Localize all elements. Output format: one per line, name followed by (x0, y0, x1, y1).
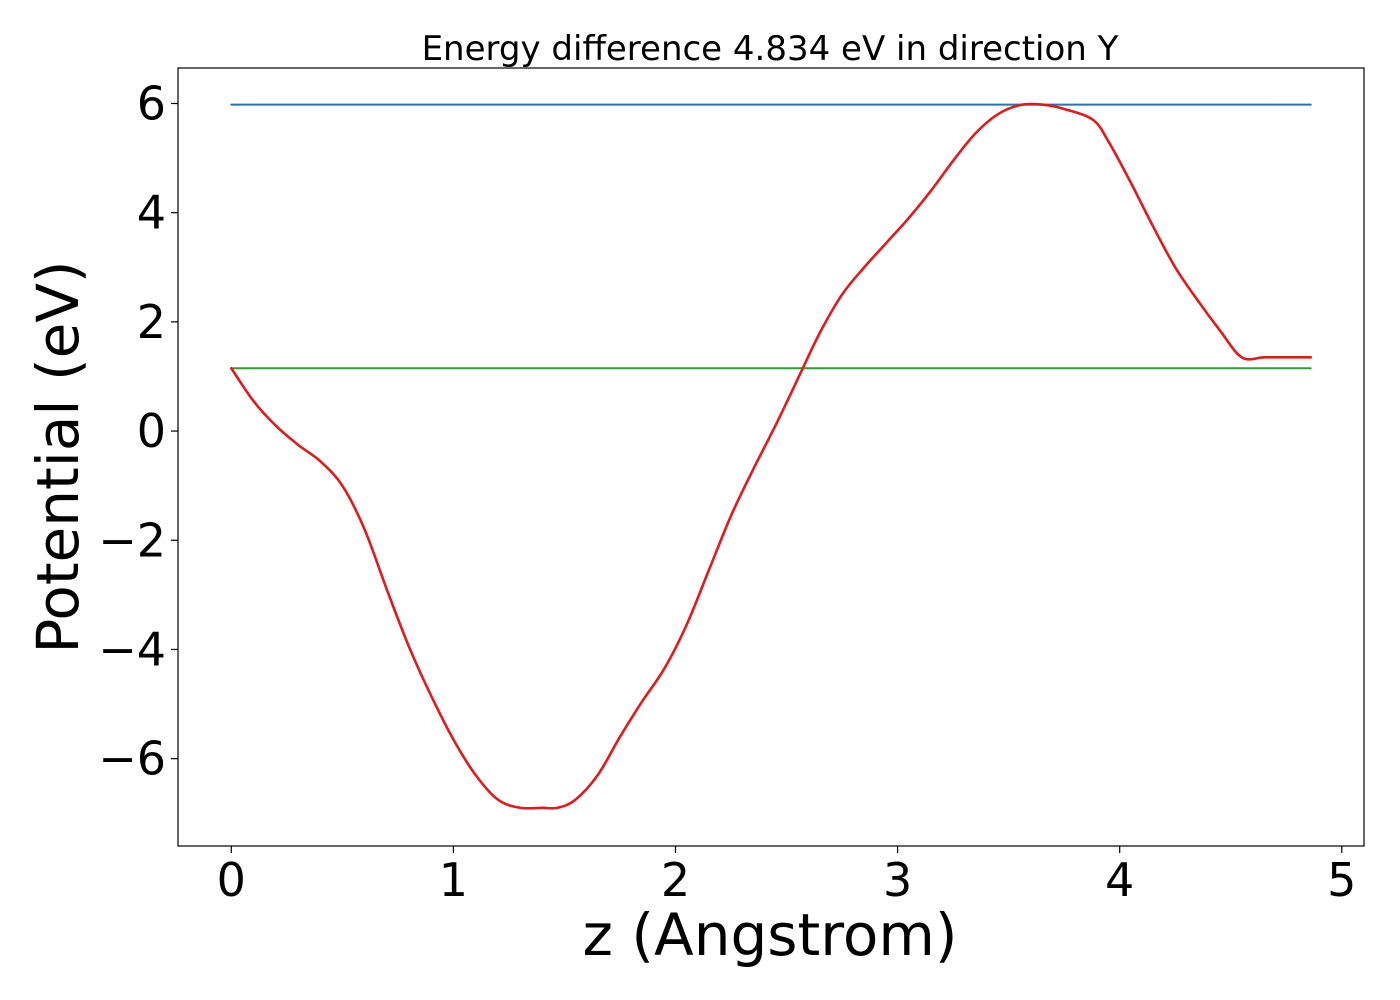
y-tick-label: −4 (98, 622, 166, 676)
y-axis-label: Potential (eV) (24, 260, 92, 653)
y-axis: −6 −4 −2 0 2 4 6 (98, 76, 178, 786)
plot-area (230, 102, 1312, 810)
x-tick-label: 4 (1105, 853, 1134, 907)
y-tick-label: 6 (137, 76, 166, 130)
x-axis: 0 1 2 3 4 5 (217, 846, 1356, 907)
x-tick-label: 2 (661, 853, 690, 907)
y-tick-label: −2 (98, 513, 166, 567)
plot-frame (177, 67, 1365, 847)
potential-curve (230, 102, 1312, 810)
y-tick-label: 4 (137, 186, 166, 240)
y-tick-label: 2 (137, 295, 166, 349)
x-tick-label: 3 (883, 853, 912, 907)
x-tick-label: 1 (439, 853, 468, 907)
y-tick-label: 0 (137, 404, 166, 458)
chart-title: Energy difference 4.834 eV in direction … (422, 29, 1119, 69)
x-axis-label: z (Angstrom) (583, 901, 958, 969)
y-tick-label: −6 (98, 732, 166, 786)
x-tick-label: 5 (1327, 853, 1356, 907)
x-tick-label: 0 (217, 853, 246, 907)
